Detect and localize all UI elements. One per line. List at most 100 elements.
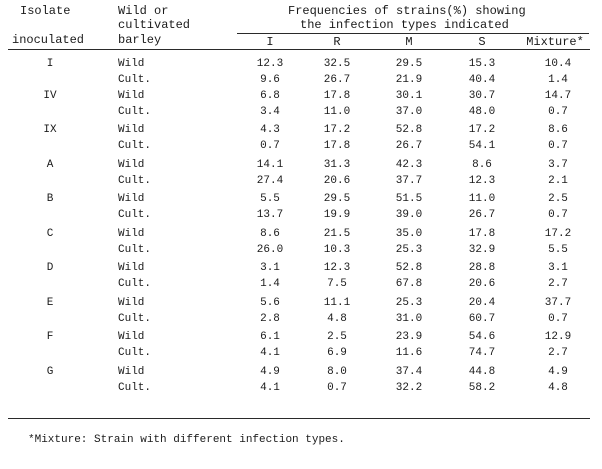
table-cell: 51.5 (395, 193, 423, 205)
table-cell: 37.4 (395, 366, 423, 378)
isolate-label: G (46, 366, 54, 378)
footnote: *Mixture: Strain with different infectio… (28, 434, 345, 446)
table-cell: 17.2 (323, 124, 351, 136)
table-cell: 26.7 (468, 209, 496, 221)
table-cell: 4.9 (260, 366, 280, 378)
header-barley-line3: barley (118, 33, 162, 47)
header-isolate-line1: Isolate (20, 4, 71, 18)
table-cell: 54.1 (468, 140, 496, 152)
barley-type-label: Cult. (118, 209, 152, 221)
table-cell: 31.0 (395, 313, 423, 325)
table-cell: 30.7 (468, 90, 496, 102)
table-cell: 60.7 (468, 313, 496, 325)
barley-type-label: Cult. (118, 347, 152, 359)
table-cell: 10.3 (323, 244, 351, 256)
table-cell: 4.8 (327, 313, 347, 325)
isolate-label: IX (43, 124, 57, 136)
header-type-M: M (405, 35, 413, 49)
table-cell: 67.8 (395, 278, 423, 290)
barley-type-label: Cult. (118, 244, 152, 256)
header-barley-line1: Wild or (118, 4, 169, 18)
table-cell: 12.3 (323, 262, 351, 274)
isolate-label: IV (43, 90, 57, 102)
table-cell: 40.4 (468, 74, 496, 86)
header-group-rule (237, 33, 589, 34)
table-cell: 17.8 (468, 228, 496, 240)
table-cell: 7.5 (327, 278, 347, 290)
header-bottom-rule (8, 49, 590, 50)
table-cell: 6.8 (260, 90, 280, 102)
table-cell: 1.4 (548, 74, 568, 86)
table-cell: 2.1 (548, 175, 568, 187)
table-cell: 11.0 (323, 106, 351, 118)
barley-type-label: Cult. (118, 278, 152, 290)
table-cell: 17.2 (468, 124, 496, 136)
table-cell: 48.0 (468, 106, 496, 118)
barley-type-label: Cult. (118, 106, 152, 118)
table-cell: 14.1 (256, 159, 284, 171)
table-cell: 21.9 (395, 74, 423, 86)
barley-type-label: Wild (118, 228, 145, 240)
barley-type-label: Wild (118, 366, 145, 378)
table-cell: 11.1 (323, 297, 351, 309)
table-cell: 31.3 (323, 159, 351, 171)
header-type-mixture: Mixture* (526, 35, 584, 49)
table-cell: 17.8 (323, 140, 351, 152)
table-cell: 15.3 (468, 58, 496, 70)
table-cell: 29.5 (395, 58, 423, 70)
table-cell: 3.1 (548, 262, 568, 274)
table-cell: 8.6 (472, 159, 492, 171)
table-cell: 0.7 (327, 382, 347, 394)
table-cell: 5.6 (260, 297, 280, 309)
table-cell: 4.1 (260, 347, 280, 359)
table-cell: 20.4 (468, 297, 496, 309)
table-cell: 12.3 (468, 175, 496, 187)
table-bottom-rule (8, 418, 590, 419)
table-cell: 19.9 (323, 209, 351, 221)
barley-type-label: Cult. (118, 313, 152, 325)
table-cell: 8.6 (548, 124, 568, 136)
table-cell: 2.8 (260, 313, 280, 325)
table-cell: 3.7 (548, 159, 568, 171)
table-cell: 21.5 (323, 228, 351, 240)
table-cell: 2.5 (548, 193, 568, 205)
table-cell: 10.4 (544, 58, 572, 70)
barley-type-label: Wild (118, 90, 145, 102)
table-cell: 54.6 (468, 331, 496, 343)
table-cell: 12.3 (256, 58, 284, 70)
table-cell: 4.3 (260, 124, 280, 136)
table-cell: 32.5 (323, 58, 351, 70)
table-cell: 32.2 (395, 382, 423, 394)
table-cell: 0.7 (548, 313, 568, 325)
table-cell: 6.9 (327, 347, 347, 359)
isolate-label: F (46, 331, 54, 343)
table-cell: 2.7 (548, 278, 568, 290)
table-cell: 26.0 (256, 244, 284, 256)
table-cell: 13.7 (256, 209, 284, 221)
table-cell: 26.7 (395, 140, 423, 152)
table-cell: 8.6 (260, 228, 280, 240)
table-cell: 0.7 (260, 140, 280, 152)
barley-type-label: Wild (118, 193, 145, 205)
table-cell: 32.9 (468, 244, 496, 256)
table-cell: 11.0 (468, 193, 496, 205)
table-cell: 25.3 (395, 297, 423, 309)
table-cell: 9.6 (260, 74, 280, 86)
header-group-line2: the infection types indicated (300, 18, 509, 32)
table-cell: 2.7 (548, 347, 568, 359)
barley-type-label: Wild (118, 124, 145, 136)
table-cell: 29.5 (323, 193, 351, 205)
table-cell: 11.6 (395, 347, 423, 359)
table-cell: 23.9 (395, 331, 423, 343)
table-cell: 37.0 (395, 106, 423, 118)
barley-type-label: Cult. (118, 175, 152, 187)
barley-type-label: Wild (118, 159, 145, 171)
barley-type-label: Wild (118, 297, 145, 309)
table-cell: 5.5 (260, 193, 280, 205)
table-cell: 0.7 (548, 140, 568, 152)
table-cell: 6.1 (260, 331, 280, 343)
table-cell: 74.7 (468, 347, 496, 359)
isolate-label: A (46, 159, 54, 171)
table-cell: 26.7 (323, 74, 351, 86)
barley-type-label: Cult. (118, 74, 152, 86)
